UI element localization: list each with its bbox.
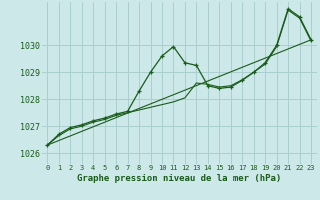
X-axis label: Graphe pression niveau de la mer (hPa): Graphe pression niveau de la mer (hPa) bbox=[77, 174, 281, 183]
